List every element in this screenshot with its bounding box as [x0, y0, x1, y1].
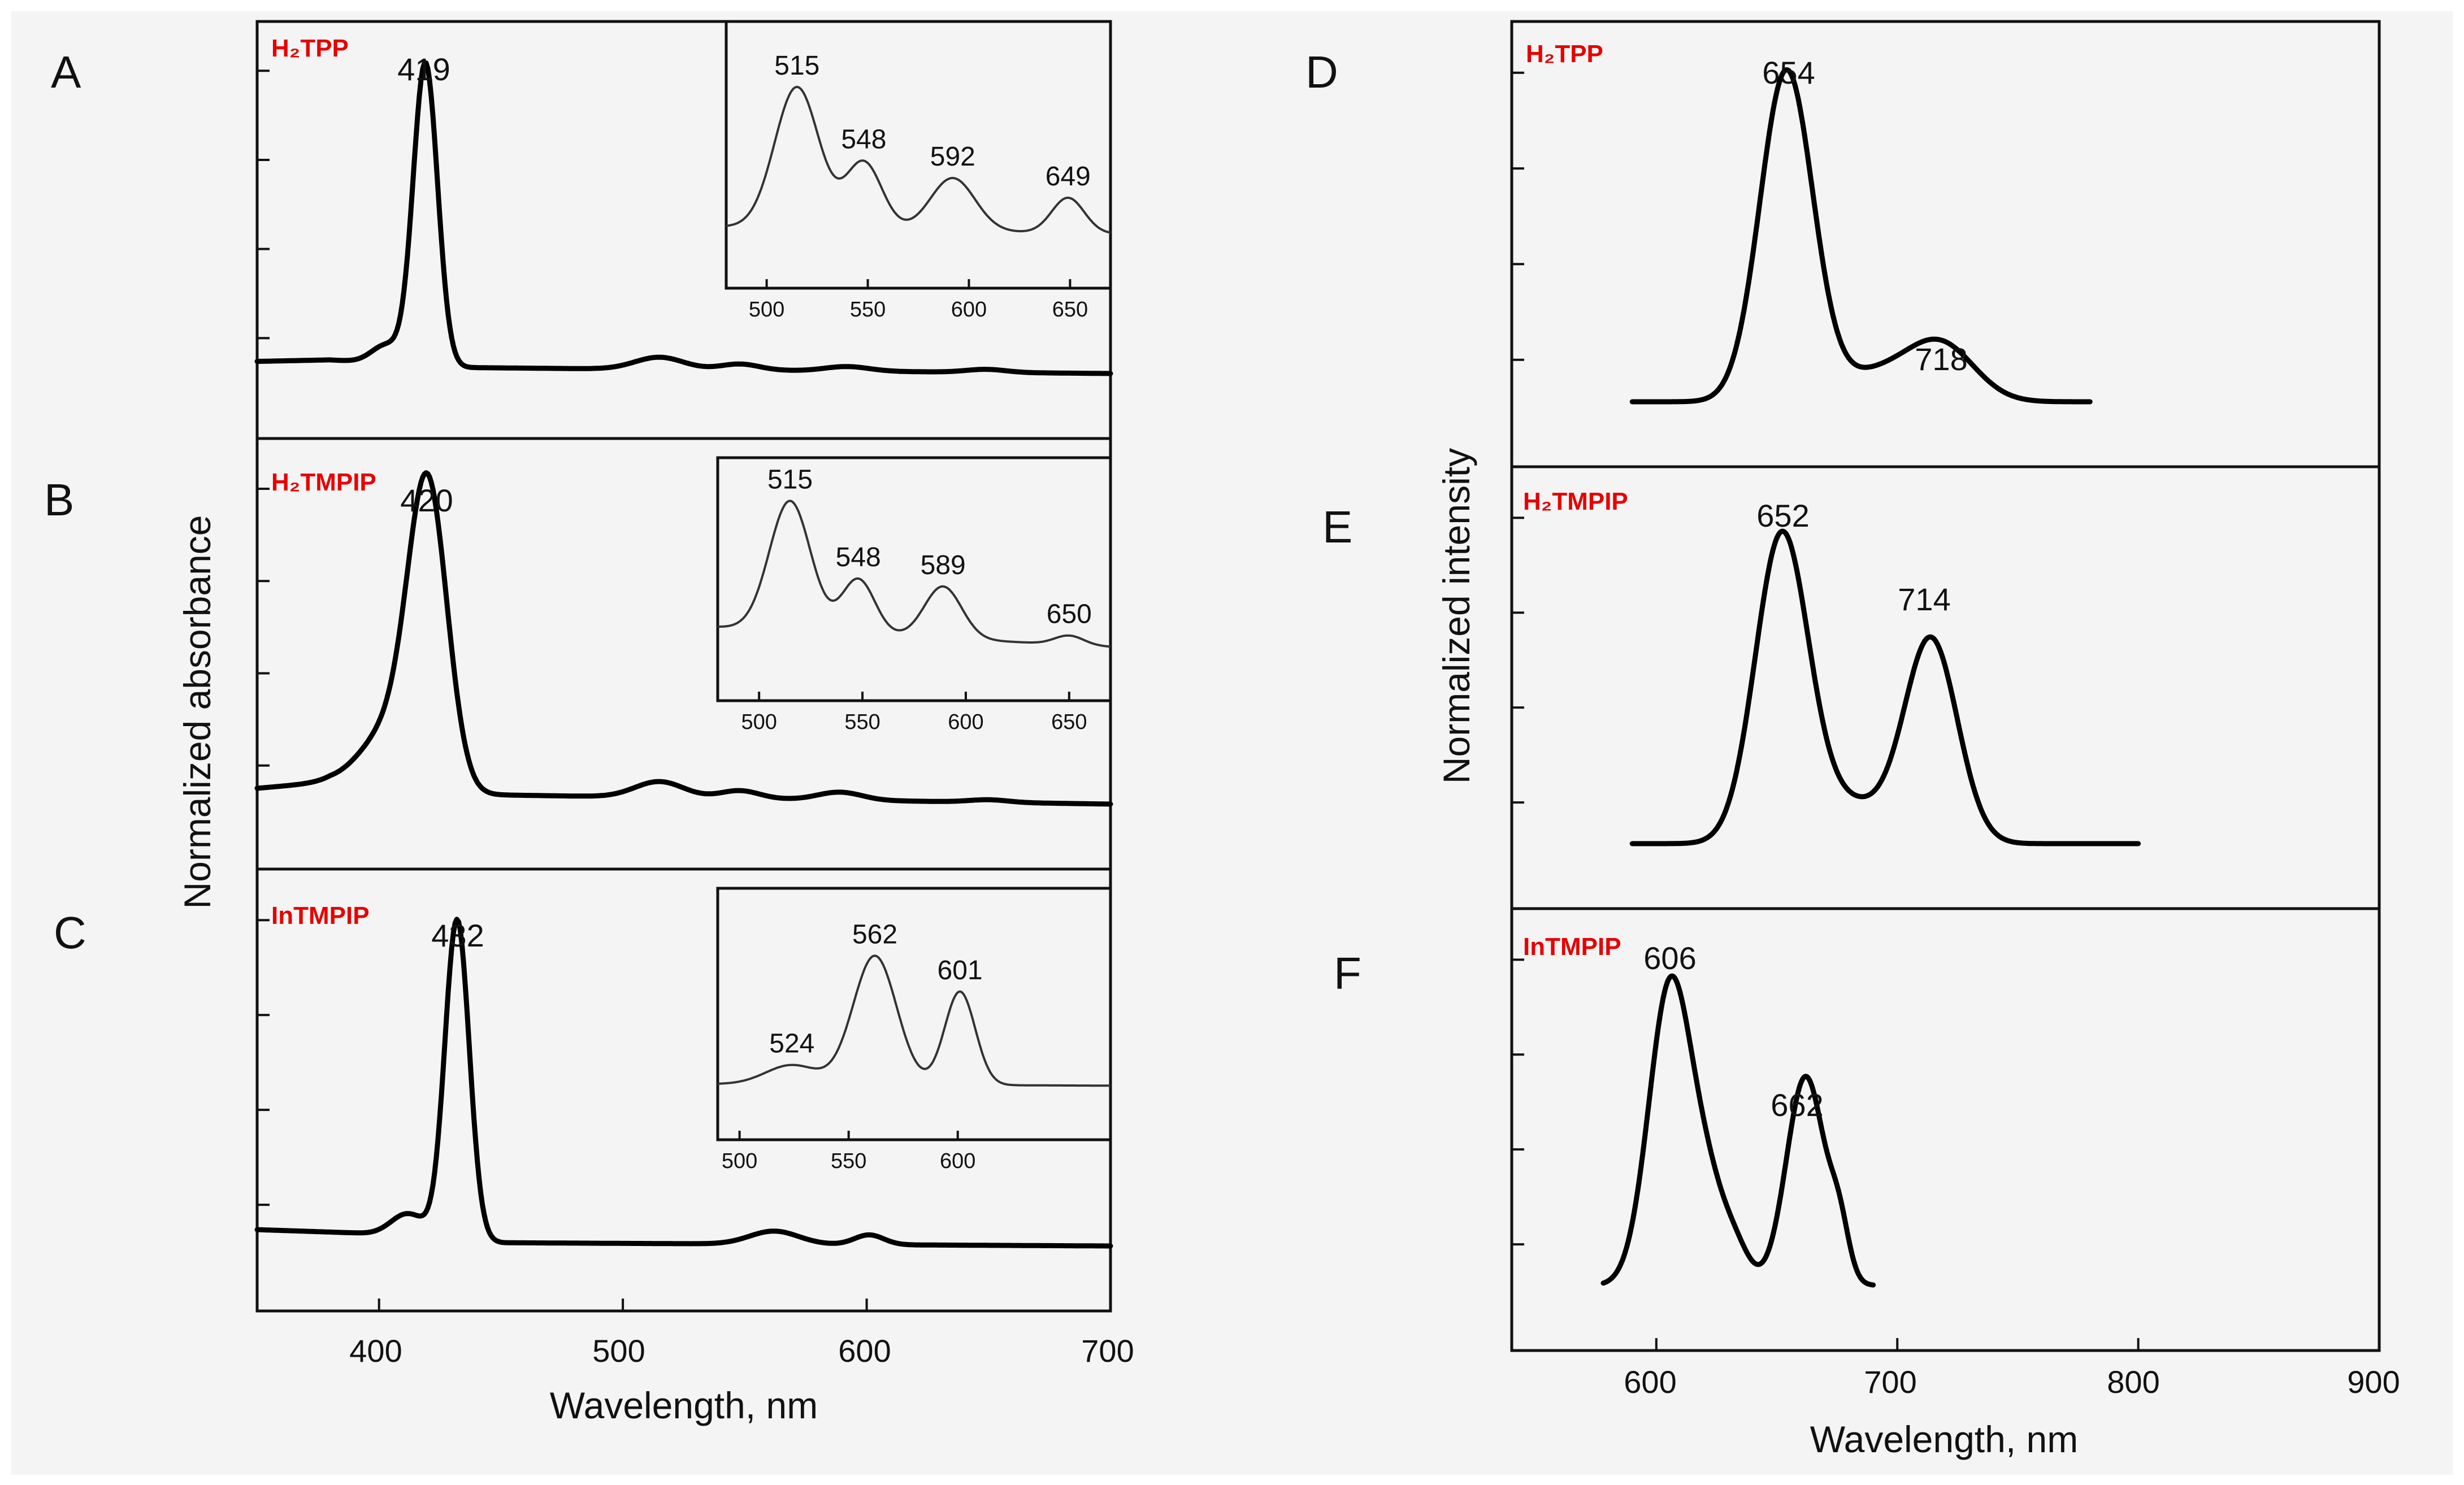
right-x-tick-label: 900 [2347, 1364, 2400, 1400]
panel-letter-f: F [1334, 948, 1361, 998]
left-x-tick-label: 700 [1081, 1333, 1134, 1369]
panel-c-inset-x-ticks: 500 550 600 [722, 1131, 975, 1173]
panel-b-spectrum-line [254, 470, 1113, 807]
panel-a-inset-line [726, 85, 1111, 234]
inset-x-tick-label: 650 [1052, 298, 1088, 322]
left-x-axis-label: Wavelength, nm [550, 1384, 818, 1426]
panel-d-y-ticks [1512, 71, 1524, 361]
panel-b-compound-label: H₂TMPIP [271, 468, 376, 496]
left-x-axis: 400 500 600 700 Wavelength, nm [349, 1333, 1134, 1426]
inset-x-tick-label: 550 [844, 710, 880, 734]
left-x-tick-label: 600 [838, 1333, 891, 1369]
panel-f-spectrum-line [1600, 973, 1876, 1288]
panel-a-inset: 515 548 592 649 500 550 600 650 [725, 20, 1112, 322]
inset-x-tick-label: 650 [1051, 710, 1087, 734]
panel-letter-d: D [1305, 47, 1338, 97]
panel-c-absorbance: C InTMPIP 432 524 562 601 500 550 600 [54, 867, 1113, 1313]
right-x-tick-label: 600 [1624, 1364, 1676, 1400]
inset-x-tick-label: 600 [948, 710, 983, 734]
inset-x-tick-label: 550 [850, 298, 886, 322]
panel-d-emission: D H₂TPP 654 718 [1305, 20, 2381, 468]
panel-a-spectrum-line [254, 60, 1113, 376]
panel-letter-e: E [1322, 502, 1352, 552]
panel-b-inset-peak-label: 650 [1047, 600, 1092, 629]
panel-f-frame [1510, 907, 2381, 1352]
right-x-tick-label: 800 [2107, 1364, 2159, 1400]
panel-b-inset: 515 548 589 650 500 550 600 650 [716, 456, 1112, 734]
panel-b-inset-x-ticks: 500 550 600 650 [741, 692, 1087, 734]
panel-b-absorbance: B H₂TMPIP 420 515 548 589 650 500 550 600 6… [44, 437, 1113, 871]
panel-f-y-ticks [1512, 958, 1524, 1246]
panel-letter-b: B [44, 475, 74, 525]
left-x-tick-label: 500 [592, 1333, 645, 1369]
panel-letter-a: A [51, 47, 81, 97]
panel-b-inset-line [717, 500, 1111, 648]
left-y-axis-label: Normalized absorbance [176, 515, 218, 909]
panel-b-inset-peak-label: 589 [921, 550, 966, 580]
right-x-axis: 600 700 800 900 Wavelength, nm [1624, 1364, 2400, 1460]
panel-a-peak-label: 419 [397, 51, 450, 87]
panel-f-peak-label: 662 [1771, 1087, 1823, 1123]
panel-a-inset-peak-label: 548 [841, 124, 886, 154]
panel-b-y-ticks [257, 487, 270, 767]
inset-x-tick-label: 600 [940, 1149, 975, 1173]
inset-x-tick-label: 500 [741, 710, 776, 734]
panel-a-inset-peak-label: 515 [774, 51, 819, 81]
right-y-axis-label: Normalized intensity [1435, 448, 1477, 784]
panel-c-inset-frame [716, 887, 1112, 1141]
panel-a-inset-frame [725, 20, 1112, 290]
panel-a-inset-peak-label: 592 [930, 142, 975, 172]
panel-c-inset-peak-label: 562 [852, 919, 897, 949]
panel-d-compound-label: H₂TPP [1526, 40, 1603, 68]
panel-e-y-ticks [1512, 516, 1524, 804]
panel-c-inset: 524 562 601 500 550 600 [716, 887, 1112, 1173]
panel-e-peak-label: 714 [1898, 581, 1950, 617]
panel-a-absorbance: A H₂TPP 419 515 548 592 649 500 550 600 650 [51, 20, 1113, 440]
panel-a-y-ticks [257, 70, 270, 340]
panel-d-spectrum-line [1629, 67, 2093, 405]
panel-b-inset-frame [716, 456, 1112, 702]
panel-b-inset-peak-label: 548 [836, 542, 881, 572]
inset-x-tick-label: 500 [722, 1149, 757, 1173]
panel-f-peak-label: 606 [1643, 940, 1696, 976]
panel-f-emission: F InTMPIP 606 662 [1334, 907, 2381, 1352]
figure-background [11, 11, 2453, 1475]
panel-c-inset-peak-label: 601 [938, 956, 983, 985]
panel-f-compound-label: InTMPIP [1523, 933, 1621, 961]
right-x-axis-label: Wavelength, nm [1810, 1418, 2078, 1460]
panel-e-compound-label: H₂TMPIP [1523, 488, 1628, 515]
panel-b-peak-label: 420 [400, 483, 453, 518]
right-x-tick-label: 700 [1864, 1364, 1916, 1400]
panel-a-inset-x-ticks: 500 550 600 650 [749, 279, 1088, 322]
panel-d-peak-label: 654 [1762, 55, 1815, 90]
left-x-tick-label: 400 [349, 1333, 402, 1369]
panel-e-spectrum-line [1629, 528, 2141, 846]
panel-c-y-ticks [257, 919, 270, 1206]
panel-a-inset-peak-label: 649 [1046, 162, 1091, 192]
panel-letter-c: C [54, 908, 86, 958]
panel-c-compound-label: InTMPIP [271, 902, 370, 930]
panel-c-inset-peak-label: 524 [769, 1029, 814, 1059]
inset-x-tick-label: 500 [749, 298, 784, 322]
panel-c-inset-line [717, 954, 1111, 1087]
panel-d-peak-label: 718 [1915, 341, 1967, 377]
panel-b-inset-peak-label: 515 [767, 464, 813, 494]
panel-e-peak-label: 652 [1756, 498, 1809, 533]
panel-c-peak-label: 432 [431, 918, 484, 953]
inset-x-tick-label: 600 [951, 298, 987, 322]
inset-x-tick-label: 550 [831, 1149, 866, 1173]
panel-c-spectrum-line [254, 917, 1113, 1249]
panel-a-compound-label: H₂TPP [271, 34, 349, 62]
